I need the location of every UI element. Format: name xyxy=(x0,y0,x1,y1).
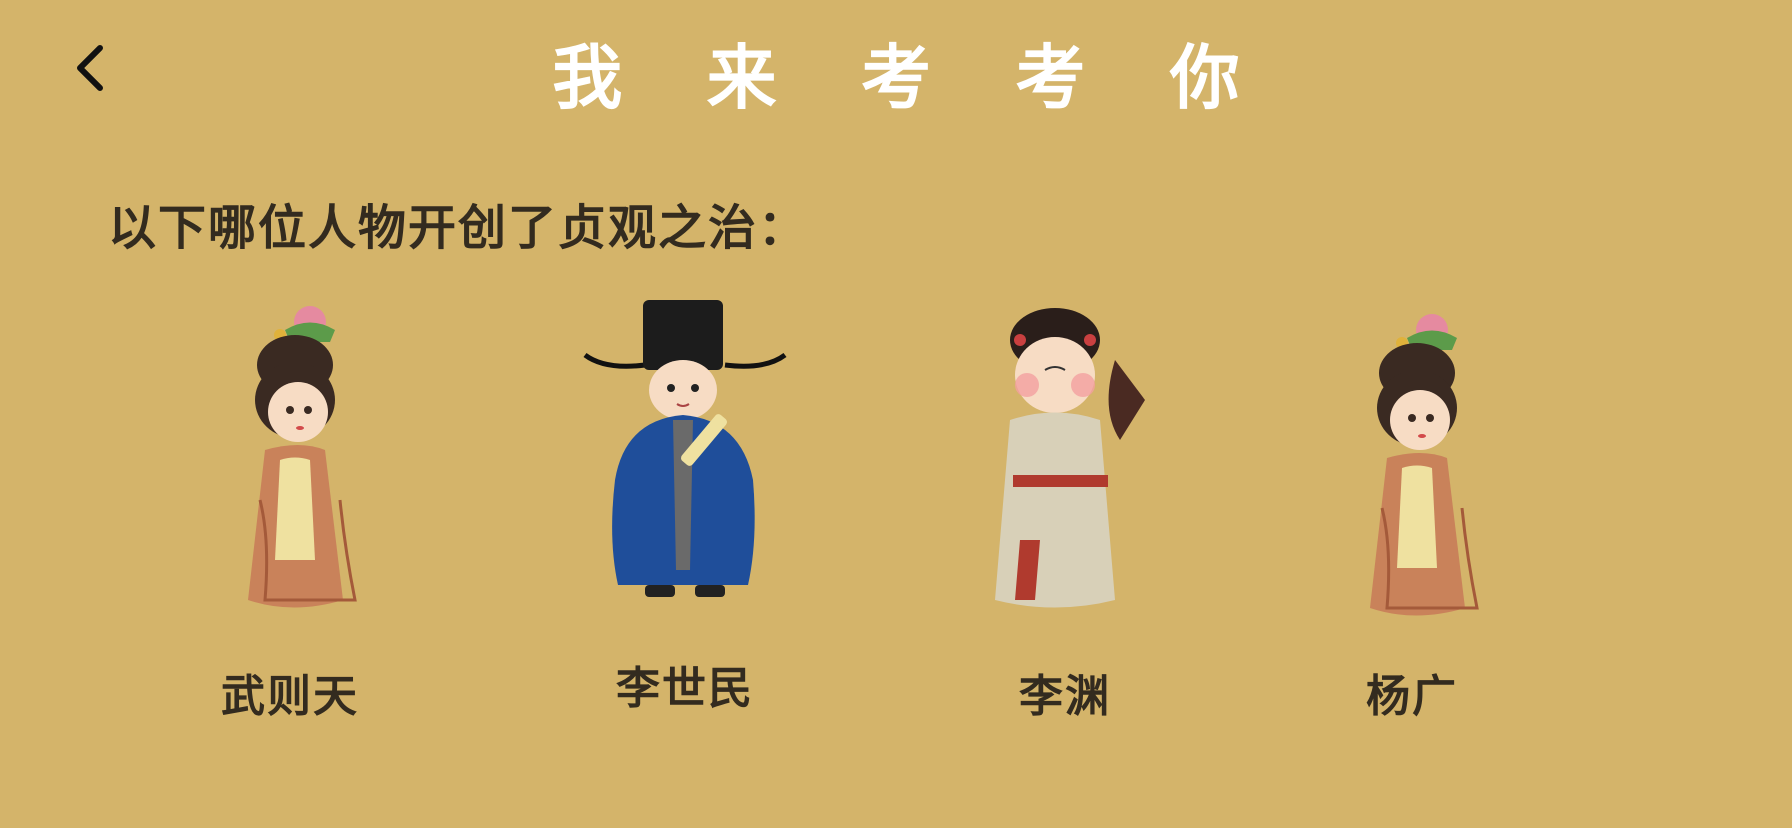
answer-options: 武则天 李世民 xyxy=(0,300,1792,740)
option-liyuan[interactable]: 李渊 xyxy=(935,300,1195,730)
chevron-left-icon xyxy=(77,45,103,91)
option-label: 武则天 xyxy=(221,671,359,722)
official-figure-icon xyxy=(583,300,787,597)
option-yangguang[interactable]: 杨广 xyxy=(1282,300,1542,730)
question-text: 以下哪位人物开创了贞观之治： xyxy=(108,200,809,256)
option-label: 李世民 xyxy=(616,663,754,714)
fan-lady-figure-icon xyxy=(995,308,1145,608)
option-lishimin[interactable]: 李世民 xyxy=(555,300,815,730)
page-title: 我 来 考 考 你 xyxy=(552,37,1270,119)
option-label: 李渊 xyxy=(1019,671,1111,722)
option-wuzetian[interactable]: 武则天 xyxy=(160,300,420,730)
tang-lady-figure-icon xyxy=(248,306,357,608)
tang-lady-figure-icon xyxy=(1370,314,1479,616)
back-button[interactable] xyxy=(62,40,118,96)
option-label: 杨广 xyxy=(1366,671,1458,722)
